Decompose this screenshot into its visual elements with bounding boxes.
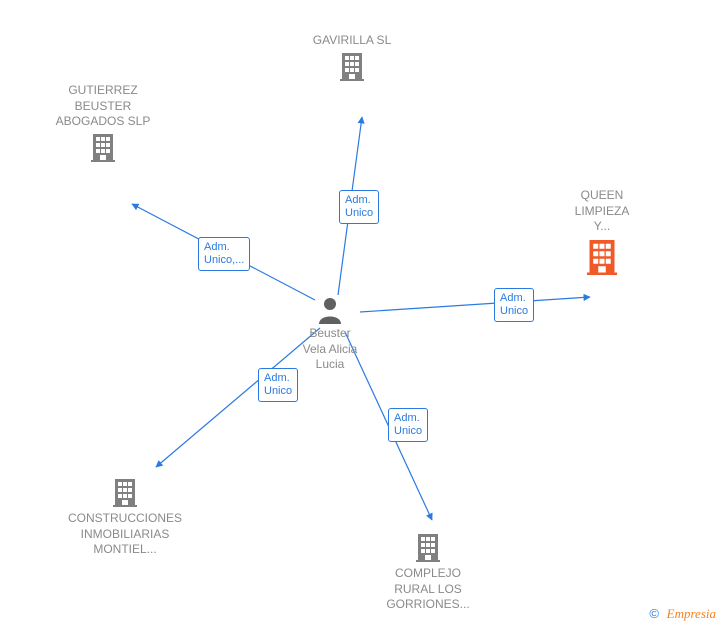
building-icon: [412, 530, 444, 562]
company-node[interactable]: GAVIRILLA SL: [287, 33, 417, 85]
company-node[interactable]: QUEEN LIMPIEZA Y...: [537, 188, 667, 279]
company-node[interactable]: COMPLEJO RURAL LOS GORRIONES...: [363, 530, 493, 613]
center-node-person[interactable]: Beuster Vela Alicia Lucia: [290, 296, 370, 373]
edge-line: [360, 297, 590, 312]
company-node-label: GUTIERREZ BEUSTER ABOGADOS SLP: [38, 83, 168, 130]
company-node-label: CONSTRUCCIONES INMOBILIARIAS MONTIEL...: [60, 511, 190, 558]
brand-name: Empresia: [667, 606, 716, 621]
company-node[interactable]: CONSTRUCCIONES INMOBILIARIAS MONTIEL...: [60, 475, 190, 558]
company-node[interactable]: GUTIERREZ BEUSTER ABOGADOS SLP: [38, 83, 168, 166]
edge-label: Adm. Unico: [494, 288, 534, 322]
watermark: © Empresia: [649, 606, 716, 622]
center-node-label: Beuster Vela Alicia Lucia: [290, 326, 370, 373]
building-icon: [87, 130, 119, 162]
edge-label: Adm. Unico: [388, 408, 428, 442]
edge-label: Adm. Unico,...: [198, 237, 250, 271]
building-icon: [109, 475, 141, 507]
edge-label: Adm. Unico: [339, 190, 379, 224]
building-icon: [336, 49, 368, 81]
copyright-symbol: ©: [649, 606, 659, 621]
edge-label: Adm. Unico: [258, 368, 298, 402]
company-node-label: QUEEN LIMPIEZA Y...: [537, 188, 667, 235]
building-icon: [582, 235, 622, 275]
company-node-label: GAVIRILLA SL: [287, 33, 417, 49]
person-icon: [317, 296, 343, 324]
company-node-label: COMPLEJO RURAL LOS GORRIONES...: [363, 566, 493, 613]
